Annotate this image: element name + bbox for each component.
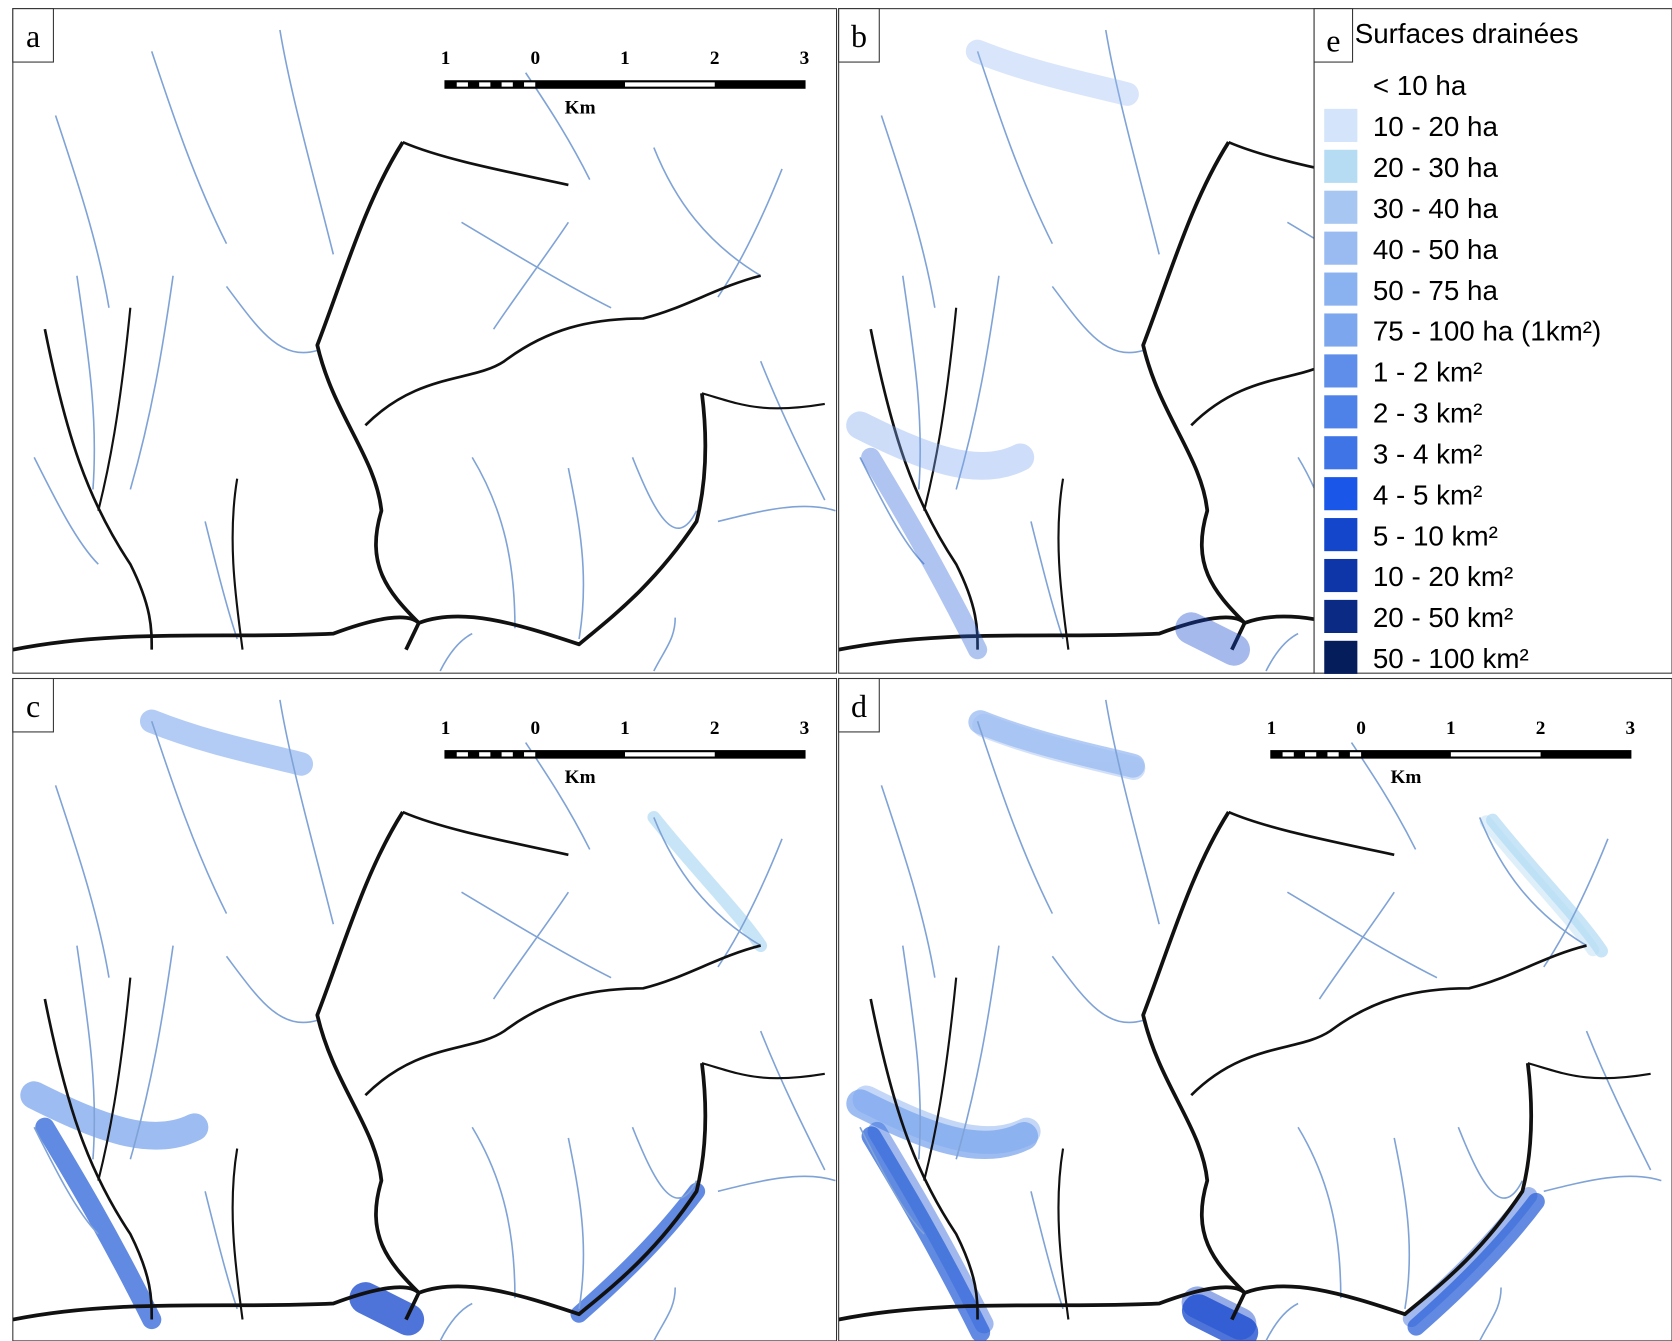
scale-bar-label: 1 [1446,718,1456,739]
scale-bar-segment [535,751,625,758]
scale-bar-segment [445,81,457,88]
scale-bar-segment [445,751,457,758]
panel-d: d 1 0 1 2 3 Km [838,677,1672,1341]
scale-bar-segment [512,81,525,88]
panel-b: b [838,8,1315,674]
panel-label: e [1326,22,1340,58]
scale-bar-label: 1 [1267,718,1277,739]
scale-bar-label: 2 [710,48,720,69]
scale-bar-label: 0 [530,718,540,739]
legend-label: 10 - 20 ha [1373,111,1499,142]
scale-bar-segment [1338,751,1350,758]
scale-bar-label: 1 [620,48,630,69]
scale-bar-segment [467,81,480,88]
panel-label: a [26,18,40,54]
legend-swatch [1324,231,1358,265]
legend-label: 50 - 75 ha [1373,275,1499,306]
scale-bar-segment [714,751,805,758]
scale-bar-label: 2 [1536,718,1546,739]
legend-label: 50 - 100 km² [1373,643,1529,674]
panel-label: d [851,688,867,724]
legend: e Surfaces drainées < 10 ha 10 - 20 ha 20 … [1313,8,1672,674]
scale-bar-unit: Km [1390,767,1421,788]
panel-label: b [851,18,867,54]
panel-c: c 1 0 1 2 3 Km [12,677,838,1341]
legend-label: 1 - 2 km² [1373,357,1483,388]
legend-label: 4 - 5 km² [1373,479,1483,510]
scale-bar-label: 0 [1356,718,1366,739]
legend-swatch [1324,190,1358,224]
scale-bar-label: 1 [620,718,630,739]
scale-bar-label: 1 [441,718,451,739]
scale-bar-segment [714,81,805,88]
legend-swatch [1324,67,1358,102]
legend-label: 5 - 10 km² [1373,520,1498,551]
scale-bar-segment [490,751,502,758]
scale-bar-segment [490,81,502,88]
legend-label: 10 - 20 km² [1373,561,1513,592]
scale-bar-segment [535,81,625,88]
legend-swatch [1324,395,1358,429]
scale-bar-label: 0 [530,48,540,69]
legend-swatch [1324,558,1358,593]
scale-bar-segment [512,751,525,758]
legend-swatch [1324,518,1358,552]
legend-label: 40 - 50 ha [1373,234,1499,265]
scale-bar-segment [1271,751,1283,758]
scale-bar-label: 3 [800,718,810,739]
scale-bar-unit: Km [565,767,596,788]
legend-label: < 10 ha [1373,70,1467,101]
legend-label: 75 - 100 ha (1km²) [1373,316,1601,347]
legend-title: Surfaces drainées [1355,18,1579,49]
panel-a: a 1 0 1 2 3 Km [12,8,838,674]
scale-bar-segment [1540,751,1631,758]
panel-label: c [26,688,40,724]
legend-label: 20 - 30 ha [1373,152,1499,183]
scale-bar-label: 2 [710,718,720,739]
legend-swatch [1324,640,1358,674]
scale-bar-segment [467,751,480,758]
legend-swatch [1324,272,1358,306]
scale-bar-label: 1 [441,48,451,69]
scale-bar-unit: Km [565,97,596,118]
legend-label: 2 - 3 km² [1373,398,1483,429]
legend-label: 20 - 50 km² [1373,602,1513,633]
legend-swatch [1324,436,1358,470]
scale-bar-segment [1316,751,1328,758]
legend-swatch [1324,149,1358,183]
legend-swatch [1324,477,1358,511]
scale-bar-label: 3 [1626,718,1636,739]
legend-swatch [1324,313,1358,347]
scale-bar-segment [1293,751,1306,758]
legend-swatch [1324,354,1358,388]
legend-swatch [1324,108,1358,142]
legend-swatch [1324,599,1358,634]
legend-label: 3 - 4 km² [1373,438,1483,469]
legend-label: 30 - 40 ha [1373,193,1499,224]
scale-bar-label: 3 [800,48,810,69]
scale-bar-segment [1361,751,1451,758]
